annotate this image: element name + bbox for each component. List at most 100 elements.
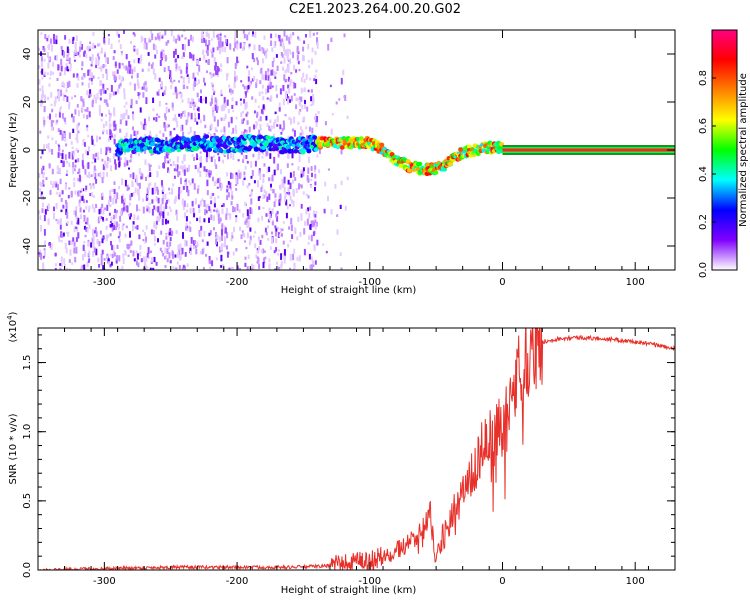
noise-speckle bbox=[72, 73, 75, 78]
noise-speckle bbox=[217, 119, 219, 127]
noise-speckle bbox=[116, 244, 119, 249]
noise-speckle bbox=[213, 57, 216, 64]
noise-speckle bbox=[77, 158, 80, 163]
noise-speckle bbox=[224, 35, 227, 38]
noise-speckle bbox=[96, 93, 99, 100]
noise-speckle bbox=[125, 101, 128, 105]
noise-speckle bbox=[127, 187, 130, 190]
noise-speckle bbox=[280, 261, 283, 267]
noise-speckle bbox=[56, 95, 59, 99]
noise-speckle bbox=[77, 76, 80, 81]
noise-speckle bbox=[113, 220, 116, 225]
noise-speckle bbox=[43, 268, 45, 270]
noise-speckle bbox=[150, 152, 153, 156]
noise-speckle bbox=[98, 89, 101, 94]
noise-speckle bbox=[42, 184, 45, 187]
noise-speckle bbox=[65, 88, 68, 93]
noise-speckle bbox=[139, 251, 142, 257]
noise-speckle bbox=[54, 267, 57, 270]
noise-speckle bbox=[116, 192, 119, 200]
noise-speckle bbox=[123, 105, 126, 108]
noise-speckle bbox=[166, 154, 169, 159]
noise-speckle bbox=[174, 254, 177, 258]
noise-speckle bbox=[225, 42, 228, 45]
noise-speckle bbox=[206, 151, 208, 158]
noise-speckle bbox=[279, 184, 282, 190]
noise-speckle bbox=[262, 95, 265, 101]
noise-speckle bbox=[40, 224, 43, 232]
noise-speckle bbox=[292, 171, 295, 177]
noise-speckle bbox=[128, 61, 131, 68]
noise-speckle bbox=[90, 63, 93, 67]
noise-speckle bbox=[279, 193, 282, 201]
noise-speckle bbox=[314, 213, 317, 218]
noise-speckle bbox=[179, 91, 182, 94]
noise-speckle bbox=[301, 129, 304, 136]
noise-speckle bbox=[183, 164, 186, 172]
noise-speckle bbox=[113, 252, 116, 257]
noise-speckle bbox=[125, 109, 128, 116]
noise-speckle bbox=[140, 121, 143, 125]
noise-speckle bbox=[124, 233, 127, 238]
noise-speckle bbox=[144, 232, 146, 236]
noise-speckle bbox=[121, 63, 124, 66]
noise-speckle bbox=[88, 77, 91, 81]
noise-speckle bbox=[164, 55, 167, 62]
noise-speckle bbox=[176, 156, 179, 163]
noise-speckle bbox=[258, 151, 261, 156]
noise-speckle bbox=[102, 88, 105, 94]
noise-speckle bbox=[200, 155, 203, 163]
noise-speckle bbox=[241, 230, 244, 233]
noise-speckle bbox=[212, 47, 215, 53]
noise-speckle bbox=[145, 225, 148, 230]
noise-speckle bbox=[205, 172, 208, 178]
noise-speckle bbox=[100, 50, 103, 54]
noise-speckle bbox=[254, 160, 257, 167]
noise-speckle bbox=[162, 211, 165, 219]
noise-speckle bbox=[131, 183, 134, 188]
noise-speckle bbox=[255, 82, 258, 88]
noise-speckle bbox=[115, 212, 118, 219]
noise-speckle bbox=[39, 188, 42, 192]
noise-speckle bbox=[151, 187, 154, 195]
noise-speckle bbox=[306, 106, 309, 112]
noise-speckle bbox=[113, 139, 116, 145]
noise-speckle bbox=[180, 113, 183, 117]
noise-speckle bbox=[120, 80, 123, 83]
noise-speckle bbox=[92, 99, 95, 104]
noise-speckle bbox=[71, 240, 74, 245]
noise-speckle bbox=[285, 49, 287, 56]
noise-speckle bbox=[208, 232, 211, 237]
noise-speckle bbox=[229, 182, 232, 189]
noise-speckle bbox=[327, 44, 330, 51]
noise-speckle bbox=[188, 180, 191, 184]
noise-speckle bbox=[71, 146, 74, 149]
noise-speckle bbox=[265, 147, 268, 151]
noise-speckle bbox=[90, 75, 93, 82]
noise-speckle bbox=[61, 153, 64, 160]
noise-speckle bbox=[304, 99, 306, 105]
noise-speckle bbox=[100, 216, 103, 219]
noise-speckle bbox=[270, 125, 273, 130]
noise-speckle bbox=[78, 168, 81, 173]
noise-speckle bbox=[275, 247, 278, 252]
noise-speckle bbox=[205, 169, 208, 172]
noise-speckle bbox=[81, 82, 84, 86]
noise-speckle bbox=[69, 249, 72, 256]
noise-speckle bbox=[271, 174, 274, 182]
noise-speckle bbox=[112, 245, 115, 251]
noise-speckle bbox=[56, 166, 59, 170]
noise-speckle bbox=[169, 241, 172, 247]
noise-speckle bbox=[91, 192, 93, 197]
noise-speckle bbox=[181, 34, 184, 38]
noise-speckle bbox=[302, 191, 305, 195]
noise-speckle bbox=[192, 84, 195, 91]
noise-speckle bbox=[72, 237, 75, 242]
noise-speckle bbox=[302, 72, 305, 78]
noise-speckle bbox=[143, 43, 146, 50]
noise-speckle bbox=[331, 113, 334, 116]
noise-speckle bbox=[108, 117, 111, 122]
noise-speckle bbox=[117, 155, 120, 161]
noise-speckle bbox=[59, 192, 61, 197]
noise-speckle bbox=[218, 40, 220, 46]
